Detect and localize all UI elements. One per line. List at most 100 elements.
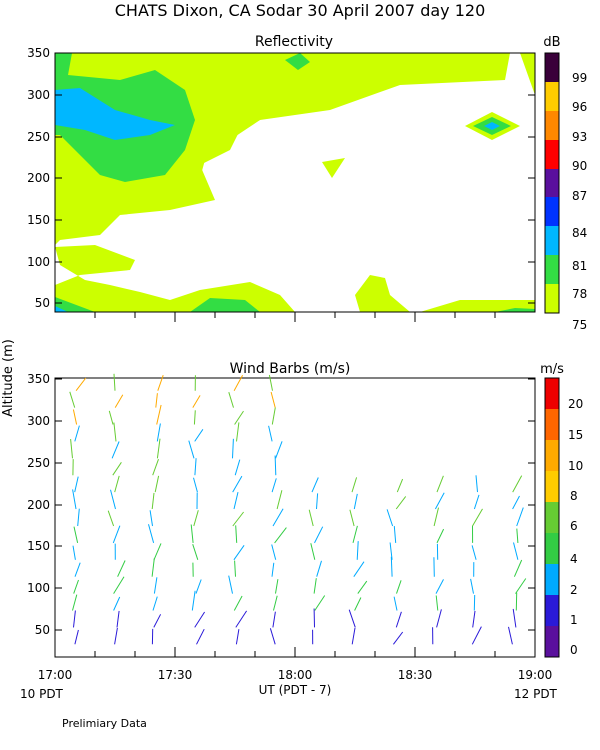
wind-barb: [196, 628, 205, 645]
right-time-note: 12 PDT: [514, 687, 558, 701]
wind-barb: [471, 626, 482, 645]
wind-barb: [234, 410, 244, 425]
colorbar-swatch: [545, 440, 559, 471]
colorbar-swatch: [545, 409, 559, 440]
wind-barb: [235, 610, 248, 628]
reflectivity-x-ticks: [94, 312, 496, 322]
windbarb-marks: [69, 373, 527, 645]
x-tick-label: 17:00: [38, 668, 73, 682]
wind-barb: [310, 543, 316, 560]
wind-barb: [191, 590, 196, 611]
wind-barb: [72, 409, 78, 425]
wind-barb: [433, 507, 439, 527]
wind-barb: [435, 579, 444, 594]
wind-barb: [508, 626, 513, 645]
wind-barb: [236, 422, 240, 442]
wind-barb: [74, 476, 79, 493]
wind-barb: [472, 508, 483, 527]
wind-barb: [117, 560, 126, 577]
wind-barb: [116, 610, 120, 628]
wind-barb: [193, 410, 196, 425]
wind-barb: [235, 629, 240, 645]
wind-barb: [192, 395, 201, 408]
wind-barb: [512, 608, 517, 628]
wind-barb: [194, 458, 197, 476]
wind-barb: [190, 524, 194, 543]
wind-barb: [313, 578, 317, 594]
reflectivity-y-ticks: 350 300 250 200 150 100 50: [27, 46, 535, 310]
wind-barb: [228, 392, 234, 408]
wind-barb: [72, 489, 77, 510]
wind-barb: [113, 576, 125, 594]
wind-barb: [512, 475, 523, 493]
wind-barb: [232, 438, 234, 459]
wind-barb: [108, 410, 114, 425]
colorbar-label: 87: [572, 189, 587, 203]
wind-barb: [386, 509, 394, 527]
wind-barb: [357, 580, 368, 594]
wind-barb: [228, 575, 233, 594]
wind-barb: [233, 595, 243, 611]
contour-78-low: [55, 297, 95, 312]
contour-78-spot: [285, 53, 310, 70]
contour-81-upper: [55, 88, 175, 140]
wind-barb: [152, 596, 158, 611]
wind-barb: [351, 627, 356, 645]
colorbar-label: 20: [568, 397, 583, 411]
wind-barb: [314, 526, 324, 544]
wind-barb: [114, 394, 124, 408]
wind-barb: [348, 609, 356, 628]
wind-barb: [270, 391, 276, 408]
x-tick-label: 19:00: [518, 668, 553, 682]
y-tick-label: 50: [35, 623, 50, 637]
colorbar-swatch: [545, 226, 559, 255]
wind-barb: [516, 507, 524, 527]
wind-barb: [513, 542, 519, 560]
y-tick-label: 250: [27, 456, 50, 470]
wind-barb: [269, 628, 276, 645]
colorbar-unit-db: dB: [543, 35, 560, 50]
wind-barb: [233, 491, 239, 510]
wind-barb: [354, 597, 362, 611]
wind-barb: [110, 489, 116, 510]
wind-barb: [395, 496, 407, 510]
colorbar-swatch: [545, 53, 559, 82]
colorbar-swatch: [545, 111, 559, 140]
wind-barb: [516, 528, 519, 543]
x-tick-label: 18:00: [278, 668, 313, 682]
wind-barb: [153, 614, 162, 628]
colorbar-swatch: [545, 595, 559, 626]
wind-barb: [434, 492, 445, 510]
contour-81-spot: [484, 122, 500, 130]
y-tick-label: 250: [27, 130, 50, 144]
x-axis-label: UT (PDT - 7): [259, 683, 332, 697]
wind-barb: [308, 509, 314, 527]
wind-barb: [234, 560, 236, 577]
y-tick-label: 300: [27, 414, 50, 428]
y-tick-label: 100: [27, 581, 50, 595]
wind-barb: [316, 560, 322, 577]
wind-barb: [515, 578, 527, 594]
wind-barb: [393, 596, 398, 611]
y-tick-label: 200: [27, 498, 50, 512]
colorbar-swatch: [545, 82, 559, 111]
windbarb-y-ticks: [55, 378, 535, 631]
colorbar-swatch: [545, 471, 559, 502]
wind-barb: [73, 579, 79, 594]
contour-75-spot: [322, 158, 345, 178]
wind-barb: [113, 373, 116, 391]
wind-barb: [74, 425, 80, 442]
colorbar-label: 90: [572, 159, 587, 173]
wind-barb: [314, 595, 326, 611]
wind-barb: [271, 478, 277, 493]
colorbar-swatch: [545, 564, 559, 595]
wind-barb: [148, 524, 155, 544]
wind-barb: [113, 596, 121, 611]
wind-barb: [111, 441, 120, 459]
wind-barb: [271, 407, 276, 425]
wind-barb: [192, 544, 199, 560]
colorbar-swatch: [545, 378, 559, 409]
wind-barb: [276, 490, 283, 510]
x-tick-label: 17:30: [158, 668, 193, 682]
